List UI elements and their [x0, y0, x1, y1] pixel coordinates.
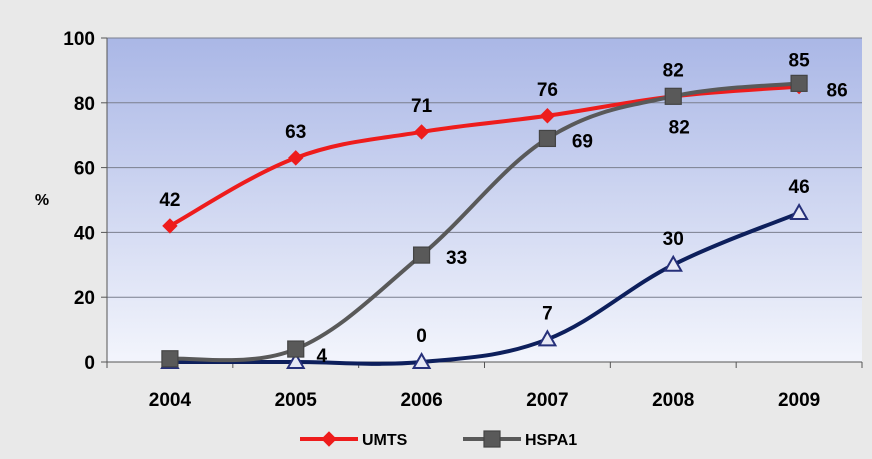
legend-umts-label: UMTS: [362, 432, 408, 449]
umts-data-label: 63: [285, 122, 306, 143]
y-tick-label: 80: [74, 94, 95, 115]
hspa1-line: [167, 81, 802, 363]
umts-point: [288, 150, 304, 166]
series-3-data-label: 0: [416, 326, 427, 347]
legend-hspa1-marker: [483, 430, 501, 448]
umts-data-label: 82: [663, 60, 684, 81]
hspa1-point: [412, 246, 431, 264]
x-tick-label: 2005: [275, 390, 318, 411]
legend: UMTS HSPA1: [300, 430, 577, 449]
y-tick-label: 20: [74, 288, 95, 309]
hspa1-data-label: 4: [316, 346, 327, 367]
hspa1-data-label: 69: [572, 131, 593, 152]
umts-data-label: 85: [789, 51, 811, 72]
x-tick-label: 2006: [400, 390, 442, 411]
y-tick-label: 40: [74, 223, 95, 244]
series-3-data-label: 7: [542, 303, 553, 324]
hspa1-point: [538, 129, 557, 148]
series-3-data-label: 30: [663, 229, 684, 250]
series-3-point: [789, 202, 809, 220]
gridlines: [107, 37, 862, 298]
umts-data-label: 71: [411, 96, 433, 117]
umts-point: [413, 124, 430, 140]
umts-point: [539, 108, 556, 124]
hspa1-point: [664, 87, 682, 105]
umts-point: [162, 218, 178, 234]
series-3-point: [663, 254, 683, 272]
y-tick-label: 0: [84, 353, 95, 374]
hspa1-data-label: 82: [669, 117, 690, 138]
x-tick-label: 2004: [149, 390, 192, 411]
x-tick-label: 2007: [526, 390, 568, 411]
legend-hspa1-label: HSPA1: [525, 432, 577, 449]
y-axis-label: %: [35, 192, 49, 209]
hspa1-point: [287, 340, 305, 358]
series-3-data-label: 46: [789, 177, 810, 198]
series-3-line: [167, 210, 802, 366]
umts-data-label: 76: [537, 80, 558, 101]
umts-data-label: 42: [159, 190, 180, 211]
x-tick-label: 2008: [652, 390, 694, 411]
legend-umts-marker: [321, 431, 337, 447]
hspa1-point: [790, 74, 808, 92]
series-3-point: [286, 351, 306, 369]
y-tick-label: 100: [63, 29, 95, 50]
series: [160, 74, 809, 369]
x-tick-label: 2009: [778, 390, 820, 411]
data-labels: 42 63 71 76 82 85 4 33 69 82 86 0 7 30 46: [159, 51, 847, 367]
hspa1-data-label: 86: [827, 80, 848, 101]
hspa1-point: [161, 350, 179, 368]
series-3-point: [537, 329, 558, 347]
hspa1-data-label: 33: [446, 248, 467, 269]
y-tick-label: 60: [74, 159, 95, 180]
series-3-point: [411, 351, 432, 369]
